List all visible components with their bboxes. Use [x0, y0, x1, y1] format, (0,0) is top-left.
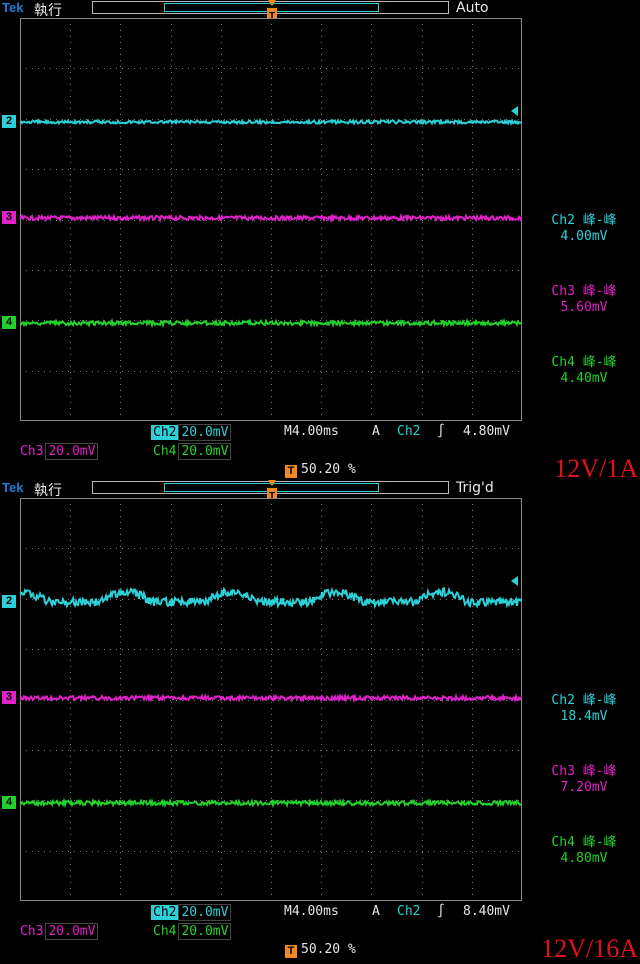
- trigger-level: 4.80mV: [463, 424, 510, 439]
- ch2-tag: Ch2: [151, 905, 179, 920]
- measurement-label: Ch4 峰-峰: [551, 835, 617, 850]
- ch3-scale: 20.0mV: [45, 443, 99, 460]
- ch2-ground-marker[interactable]: 2: [2, 115, 16, 128]
- measurement-ch3: Ch3 峰-峰 7.20mV: [530, 764, 638, 796]
- ch2-tag: Ch2: [151, 425, 179, 440]
- trigger-position-readout: T 50.20 %: [285, 942, 356, 958]
- ch4-ground-marker[interactable]: 4: [2, 796, 16, 809]
- measurement-value: 4.80mV: [560, 851, 608, 866]
- timebase-readout: M4.00ms: [284, 904, 339, 919]
- scope-panel-1: Tek 執行 Auto T 2 3 4 Ch2 峰-峰 4.00mV Ch3 峰…: [0, 0, 640, 483]
- trigger-position-readout: T 50.20 %: [285, 462, 356, 478]
- load-condition-label: 12V/16A: [541, 934, 638, 963]
- trigger-source: Ch2: [397, 904, 421, 919]
- ch3-ground-marker[interactable]: 3: [2, 691, 16, 704]
- ch4-scale-readout: Ch4 20.0mV: [151, 923, 232, 940]
- measurement-value: 4.40mV: [560, 371, 608, 386]
- trigger-level: 8.40mV: [463, 904, 510, 919]
- trigger-slope-icon: ∫: [437, 424, 445, 439]
- trigger-source: Ch2: [397, 424, 421, 439]
- acquisition-state: 執行: [34, 3, 62, 19]
- ch2-trace: [20, 586, 522, 610]
- load-condition-label: 12V/1A: [554, 454, 638, 483]
- ch3-ground-marker[interactable]: 3: [2, 211, 16, 224]
- trigger-state: Trig'd: [456, 480, 494, 496]
- ch4-scale-readout: Ch4 20.0mV: [151, 443, 232, 460]
- ch2-trace: [20, 117, 522, 127]
- ch4-tag: Ch4: [153, 444, 177, 459]
- svg-text:T: T: [269, 11, 275, 22]
- ch4-tag: Ch4: [153, 924, 177, 939]
- ch2-scale: 20.0mV: [178, 904, 232, 921]
- ch2-scale-readout: Ch2 20.0mV: [151, 904, 232, 921]
- timebase-readout: M4.00ms: [284, 424, 339, 439]
- ch2-scale-readout: Ch2 20.0mV: [151, 424, 232, 441]
- trigger-level-arrow-icon: [511, 106, 518, 116]
- trigger-slope-icon: ∫: [437, 904, 445, 919]
- ch4-scale: 20.0mV: [178, 923, 232, 940]
- ch4-ground-marker[interactable]: 4: [2, 316, 16, 329]
- ch4-trace: [20, 317, 522, 329]
- measurement-value: 4.00mV: [560, 229, 608, 244]
- svg-text:T: T: [269, 491, 275, 502]
- measurement-label: Ch2 峰-峰: [551, 213, 617, 228]
- trigger-level-arrow-icon: [511, 576, 518, 586]
- ch2-ground-marker[interactable]: 2: [2, 595, 16, 608]
- trigger-t-icon: T: [285, 465, 297, 478]
- ch4-scale: 20.0mV: [178, 443, 232, 460]
- measurement-ch2: Ch2 峰-峰 18.4mV: [530, 693, 638, 725]
- ch4-trace: [20, 797, 522, 809]
- measurement-label: Ch4 峰-峰: [551, 355, 617, 370]
- tek-logo: Tek: [2, 480, 24, 495]
- measurement-label: Ch3 峰-峰: [551, 764, 617, 779]
- measurement-label: Ch2 峰-峰: [551, 693, 617, 708]
- trigger-mode: A: [372, 904, 380, 919]
- measurement-ch2: Ch2 峰-峰 4.00mV: [530, 213, 638, 245]
- tek-logo: Tek: [2, 0, 24, 15]
- ch3-tag: Ch3: [20, 924, 44, 939]
- trigger-t-icon: T: [285, 945, 297, 958]
- trigger-state: Auto: [456, 0, 489, 16]
- scope-panel-2: Tek 執行 Trig'd T 2 3 4 Ch2 峰-峰 18.4mV Ch3…: [0, 480, 640, 963]
- measurement-label: Ch3 峰-峰: [551, 284, 617, 299]
- graticule-2: [20, 498, 522, 901]
- measurement-value: 18.4mV: [560, 709, 608, 724]
- ch3-scale: 20.0mV: [45, 923, 99, 940]
- trigger-position-value: 50.20 %: [301, 942, 356, 957]
- ch3-scale-readout: Ch3 20.0mV: [18, 923, 99, 940]
- top-status-bar: Tek 執行 Trig'd: [0, 480, 640, 499]
- ch3-trace: [20, 212, 522, 224]
- trigger-position-value: 50.20 %: [301, 462, 356, 477]
- measurement-value: 5.60mV: [560, 300, 608, 315]
- ch3-tag: Ch3: [20, 444, 44, 459]
- measurement-ch4: Ch4 峰-峰 4.40mV: [530, 355, 638, 387]
- acquisition-state: 執行: [34, 483, 62, 499]
- measurement-value: 7.20mV: [560, 780, 608, 795]
- ch3-trace: [20, 692, 522, 704]
- top-status-bar: Tek 執行 Auto: [0, 0, 640, 19]
- graticule-1: [20, 18, 522, 421]
- trigger-mode: A: [372, 424, 380, 439]
- ch2-scale: 20.0mV: [178, 424, 232, 441]
- ch3-scale-readout: Ch3 20.0mV: [18, 443, 99, 460]
- measurement-ch4: Ch4 峰-峰 4.80mV: [530, 835, 638, 867]
- measurement-ch3: Ch3 峰-峰 5.60mV: [530, 284, 638, 316]
